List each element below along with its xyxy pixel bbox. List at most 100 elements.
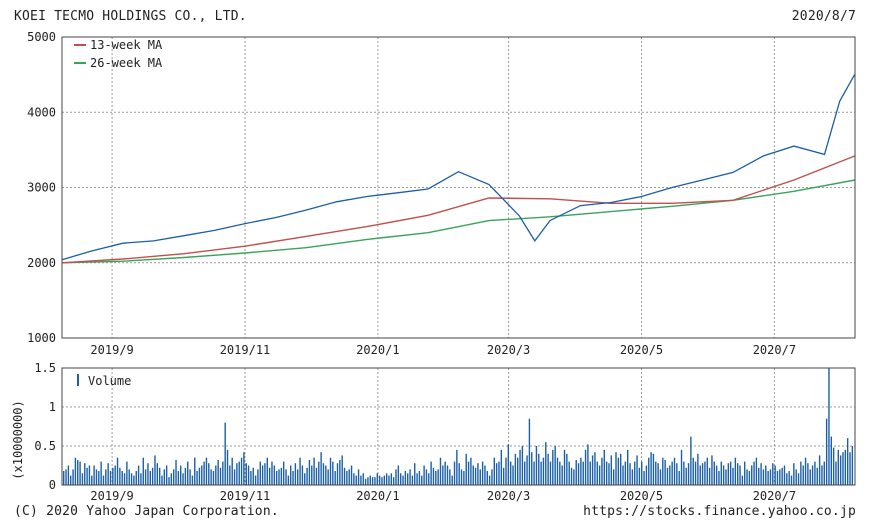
volume-bar [381,477,383,485]
volume-bar [753,461,755,485]
volume-legend-label: Volume [88,374,131,388]
volume-bar [680,449,683,485]
volume-bar [849,452,851,485]
volume-bar [165,465,168,485]
volume-bar [264,463,266,485]
volume-bar [772,463,774,485]
volume-bar [236,463,238,485]
volume-bar [575,460,577,485]
volume-bar [63,471,65,485]
volume-bar [67,465,70,485]
volume-bar [636,455,638,485]
volume-bar [81,473,84,485]
volume-bar [634,461,636,485]
volume-bar [350,465,353,485]
volume-bar [458,463,460,485]
volume-bar [643,471,645,485]
volume-bar [690,436,692,485]
volume-bar [327,469,329,485]
volume-bar [439,457,442,485]
volume-x-ticks: 2019/9 2019/11 2020/1 2020/3 2020/5 2020/7 [90,489,796,503]
volume-bar [627,449,629,485]
volume-bar [301,465,304,485]
volume-bar [528,418,531,485]
volume-bar [451,475,453,485]
volume-bar [374,477,376,485]
volume-bar [781,467,783,485]
volume-bar [846,438,849,485]
volume-x-tick-label: 2020/7 [753,489,796,503]
volume-bar [547,453,549,485]
volume-bar [538,453,540,485]
volume-bar [807,463,809,485]
volume-y-tick-label: 0.5 [34,439,56,453]
volume-x-tick-label: 2019/9 [90,489,133,503]
volume-x-tick-label: 2020/1 [356,489,399,503]
volume-bar [275,471,278,485]
volume-bar [84,463,86,485]
volume-bar [371,477,374,485]
volume-bar [678,471,680,485]
volume-bar [821,465,823,485]
volume-bar [226,449,229,485]
volume-bar [437,469,439,485]
volume-bar [456,449,458,485]
volume-bar [432,467,435,485]
volume-bar [245,463,247,485]
volume-frame [61,367,856,486]
volume-bar [109,471,112,485]
volume-bar [77,460,79,485]
volume-bar [718,471,720,485]
volume-bar [215,465,217,485]
volume-bar [163,469,166,485]
price-panel: 5000 4000 3000 2000 1000 2019/9 2019/11 2020/1… [27,30,856,357]
volume-bar [421,475,423,485]
volume-bar [392,477,395,485]
volume-bar [708,467,711,485]
volume-bar [605,461,608,485]
volume-bar [390,473,393,485]
volume-bar [566,453,568,485]
volume-bar [556,457,559,485]
volume-bar [732,467,734,485]
source-url[interactable]: https://stocks.finance.yahoo.co.jp [583,504,856,519]
volume-bar [194,457,196,485]
price-y-ticks: 5000 4000 3000 2000 1000 [27,30,56,345]
volume-bar [187,461,189,485]
volume-bar [517,457,519,485]
volume-bar [299,457,301,485]
volume-bar [811,465,814,485]
volume-bar [769,469,772,485]
volume-bar [435,471,437,485]
volume-bar [449,469,451,485]
volume-bar [629,463,631,485]
volume-bar [741,475,744,485]
volume-bar [453,461,456,485]
volume-bar [168,477,170,485]
volume-bar [430,461,432,485]
volume-bar [388,475,390,485]
volume-bar [467,461,470,485]
volume-bar [170,473,173,485]
volume-bar [147,463,149,485]
volume-bar [334,471,336,485]
price-y-tick-label: 2000 [27,256,56,270]
volume-bar [739,465,741,485]
volume-bar [257,469,259,485]
volume-x-tick-label: 2019/11 [220,489,271,503]
volume-bar [133,475,135,485]
volume-bar [240,457,243,485]
price-lines [61,73,856,264]
volume-y-axis-label: (x10000000) [11,400,25,479]
volume-bar [180,465,182,485]
volume-bar [587,444,589,485]
volume-bar [114,465,116,485]
volume-bar [531,452,533,485]
volume-bar [385,473,388,485]
volume-bar [297,469,299,485]
volume-bar [243,452,245,485]
volume-bar [465,453,467,485]
volume-bar [325,465,327,485]
volume-bar [308,460,311,485]
volume-bar [641,461,643,485]
